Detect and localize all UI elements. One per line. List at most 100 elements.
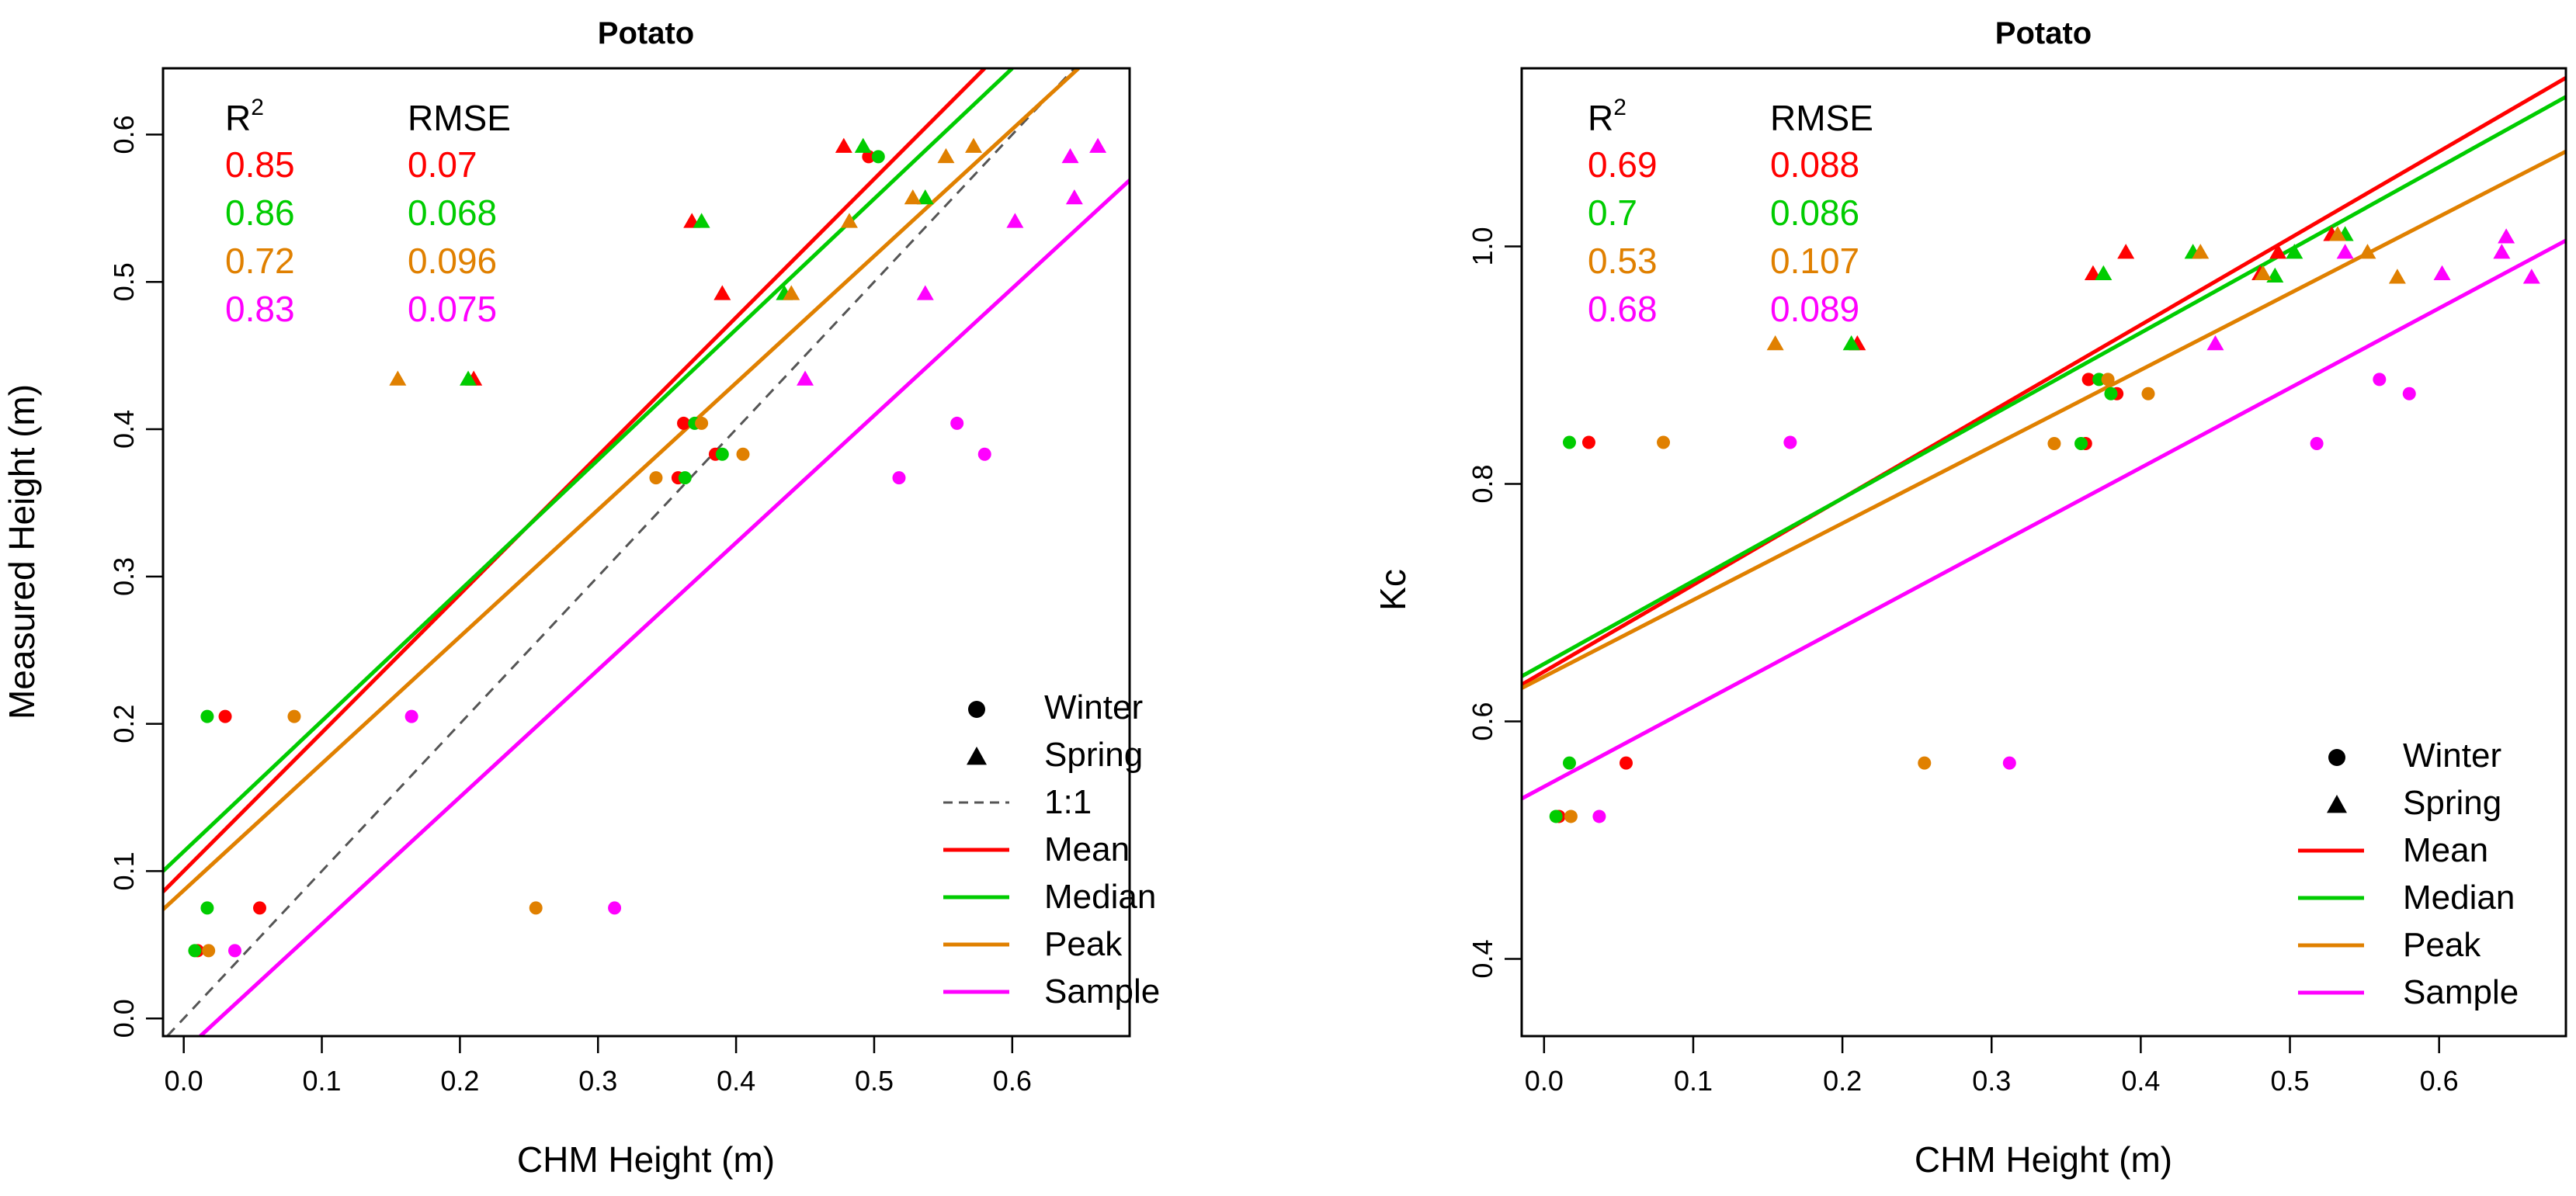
point-spring-peak [904,189,922,205]
point-spring-median [460,370,477,386]
point-spring-sample [2498,228,2515,244]
point-spring-peak [389,370,407,386]
plot-area [163,68,1130,1036]
x-tick-label: 0.0 [165,1065,203,1097]
legend-label-spring: Spring [2403,784,2501,822]
x-tick-label: 0.1 [303,1065,342,1097]
stats-r2-header: R2 [1588,95,1626,138]
x-tick-label: 0.4 [2121,1065,2160,1097]
fit-line-mean [1522,76,2566,687]
point-winter-median [2104,387,2118,400]
y-axis-label: Measured Height (m) [2,384,42,719]
stats-r2-value-peak: 0.53 [1588,241,1658,281]
legend-label-sample: Sample [2403,973,2519,1011]
point-spring-mean [2117,244,2135,259]
point-winter-mean [2081,373,2095,387]
point-spring-peak [783,285,800,300]
legend-label-median: Median [2403,879,2515,917]
stats-r2-value-median: 0.86 [225,192,295,233]
stats-rmse-value-median: 0.086 [1770,192,1859,233]
chart-panel-kc: Potato CHM Height (m) Kc 0.0 0.1 0.2 0.3 0.4 0.5… [1373,16,2567,1180]
x-axis-label: CHM Height (m) [517,1139,775,1180]
point-spring-peak [2388,269,2406,284]
point-spring-sample [2433,265,2451,280]
legend-marker-triangle [967,747,987,765]
point-spring-sample [1089,137,1107,153]
x-tick-label: 0.2 [440,1065,479,1097]
point-winter-sample [950,416,964,430]
y-tick-label: 0.4 [108,410,140,449]
stats-r2-header: R2 [225,95,264,138]
point-winter-median [1562,756,1576,770]
stats-r2-value-peak: 0.72 [225,241,295,281]
stats-rmse-value-peak: 0.107 [1770,241,1859,281]
point-winter-median [1562,435,1576,449]
identity-line [166,68,1075,1036]
x-tick-label: 0.3 [578,1065,617,1097]
x-tick-label: 0.4 [717,1065,755,1097]
r2-superscript: 2 [251,95,264,120]
point-winter-peak [2141,387,2155,400]
fit-line-mean [163,68,987,893]
point-winter-sample [1783,435,1797,449]
x-tick-label: 0.6 [2420,1065,2459,1097]
x-tick-label: 0.2 [1823,1065,1862,1097]
chart-title: Potato [598,16,694,50]
point-spring-peak [2254,265,2272,280]
fit-line-sample [1522,238,2566,801]
point-spring-sample [1061,147,1079,164]
point-winter-mean [253,901,266,915]
fit-line-median [1522,95,2566,678]
legend-label-1-1: 1:1 [1044,783,1092,821]
stats-rmse-header: RMSE [1770,98,1873,138]
point-spring-sample [1006,213,1024,228]
legend-label-peak: Peak [2403,926,2481,964]
point-spring-mean [835,137,852,153]
plot-frame [161,67,1131,1038]
point-winter-peak [695,416,709,430]
x-axis-label: CHM Height (m) [1915,1139,2172,1180]
point-winter-sample [2310,436,2324,450]
stats-rmse-value-peak: 0.096 [408,241,497,281]
point-winter-sample [2373,373,2387,387]
x-tick-label: 0.5 [2271,1065,2310,1097]
point-spring-mean [2269,244,2287,259]
point-winter-sample [2002,756,2016,770]
point-spring-peak [2192,244,2210,259]
y-tick-label: 0.6 [1467,702,1498,741]
stats-r2-value-sample: 0.83 [225,289,295,329]
legend-marker-circle [968,701,985,718]
point-winter-median [678,471,692,485]
y-axis-label: Kc [1373,569,1413,611]
stats-rmse-value-median: 0.068 [408,192,497,233]
x-tick-label: 0.0 [1525,1065,1564,1097]
point-winter-sample [977,447,991,461]
point-winter-peak [1564,809,1578,823]
point-winter-peak [1918,756,1932,770]
point-spring-median [2286,244,2303,259]
point-spring-sample [797,370,814,386]
point-spring-peak [2359,244,2376,259]
y-tick-label: 1.0 [1467,227,1498,265]
legend-label-winter: Winter [2403,737,2501,775]
point-winter-median [200,709,214,723]
x-tick-label: 0.3 [1972,1065,2011,1097]
x-tick-label: 0.5 [855,1065,894,1097]
stats-r2-value-sample: 0.68 [1588,289,1658,329]
point-winter-mean [218,709,232,723]
stats-r2-value-mean: 0.85 [225,144,295,185]
point-spring-sample [916,285,934,300]
point-spring-sample [1065,189,1083,205]
legend-label-mean: Mean [1044,830,1130,868]
point-spring-sample [2493,244,2511,259]
point-winter-sample [608,901,622,915]
legend-label-winter: Winter [1044,688,1143,726]
legend-marker-triangle [2327,795,2347,813]
plot-frame [1520,67,2567,1038]
x-tick-label: 0.6 [993,1065,1032,1097]
point-winter-sample [892,471,906,485]
point-winter-peak [1657,435,1671,449]
legend-marker-circle [2328,749,2345,766]
